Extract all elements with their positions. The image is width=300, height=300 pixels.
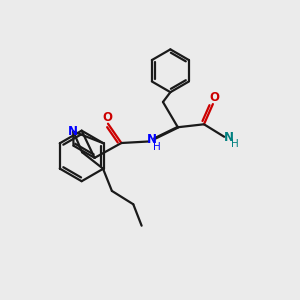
Text: N: N — [147, 133, 157, 146]
Text: O: O — [102, 111, 112, 124]
Text: H: H — [231, 140, 239, 149]
Text: O: O — [209, 91, 219, 104]
Text: H: H — [152, 142, 160, 152]
Text: N: N — [224, 131, 234, 145]
Text: N: N — [68, 125, 78, 138]
